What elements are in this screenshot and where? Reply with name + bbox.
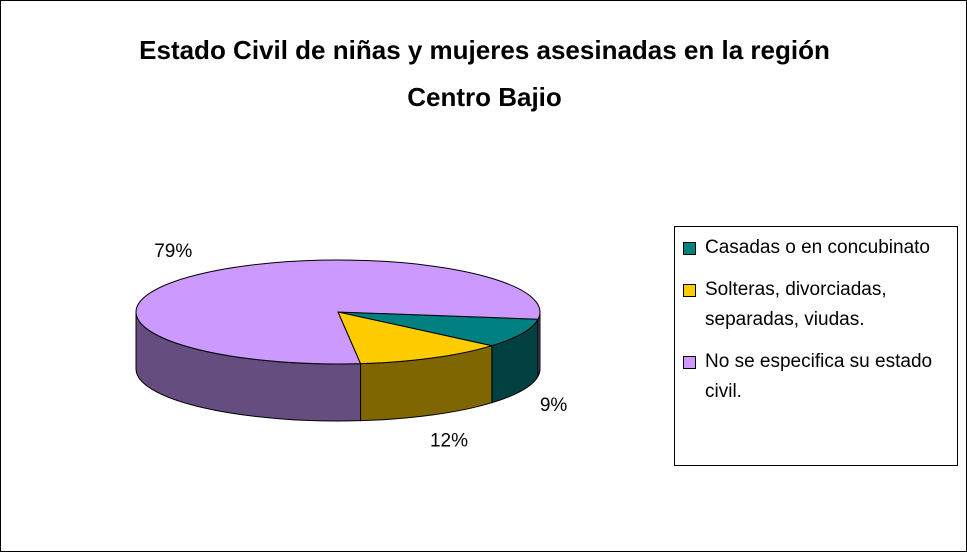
chart-title: Estado Civil de niñas y mujeres asesinad… bbox=[139, 35, 830, 112]
legend-swatch bbox=[683, 242, 696, 255]
slice bbox=[135, 259, 541, 365]
data-label: 79% bbox=[154, 241, 192, 262]
legend-entry: No se especifica su estado civil. bbox=[681, 347, 953, 407]
legend-entry: Casadas o en concubinato bbox=[681, 233, 953, 263]
legend: Casadas o en concubinato Solteras, divorc… bbox=[674, 226, 958, 466]
legend-label: Solteras, divorciadas, separadas, viudas… bbox=[705, 279, 887, 330]
slice bbox=[337, 311, 494, 365]
legend-label: Casadas o en concubinato bbox=[705, 237, 930, 258]
legend-swatch bbox=[683, 284, 696, 297]
data-label: 9% bbox=[540, 395, 568, 416]
legend-label: No se especifica su estado civil. bbox=[705, 351, 933, 402]
slice bbox=[337, 311, 539, 347]
slice-side bbox=[537, 311, 541, 377]
legend-entry: Solteras, divorciadas, separadas, viudas… bbox=[681, 275, 953, 335]
legend-swatch bbox=[683, 356, 696, 369]
data-label: 12% bbox=[430, 431, 468, 452]
